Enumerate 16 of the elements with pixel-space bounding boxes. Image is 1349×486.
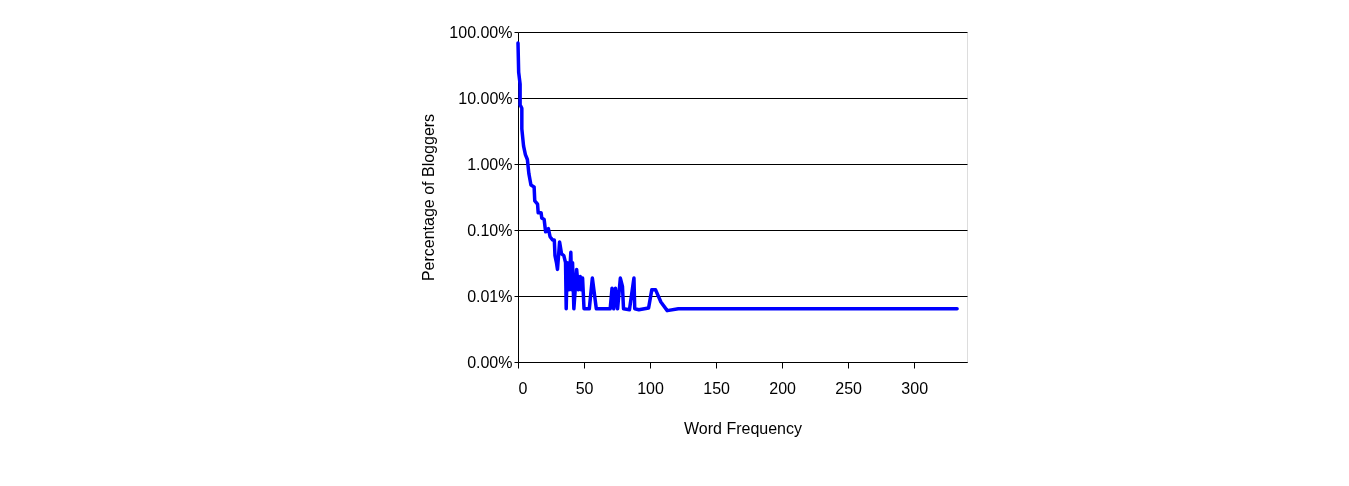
x-tick-label: 150 — [703, 379, 731, 397]
y-axis-title: Percentage of Bloggers — [420, 113, 438, 282]
x-tick-label: 50 — [575, 379, 594, 397]
y-tick-label: 0.00% — [467, 353, 513, 371]
x-tick-label: 300 — [901, 379, 929, 397]
y-tick-label: 0.01% — [467, 287, 513, 305]
x-tick-label: 200 — [769, 379, 797, 397]
y-tick-label: 10.00% — [458, 89, 513, 107]
line-series — [516, 41, 959, 313]
x-tick-label: 0 — [518, 379, 528, 397]
y-tick-label: 100.00% — [449, 23, 513, 41]
y-tick-label: 1.00% — [467, 155, 513, 173]
x-tick-label: 250 — [835, 379, 863, 397]
x-axis-title: Word Frequency — [684, 419, 802, 437]
x-tick-label: 100 — [637, 379, 664, 397]
y-tick-label: 0.10% — [467, 221, 513, 239]
